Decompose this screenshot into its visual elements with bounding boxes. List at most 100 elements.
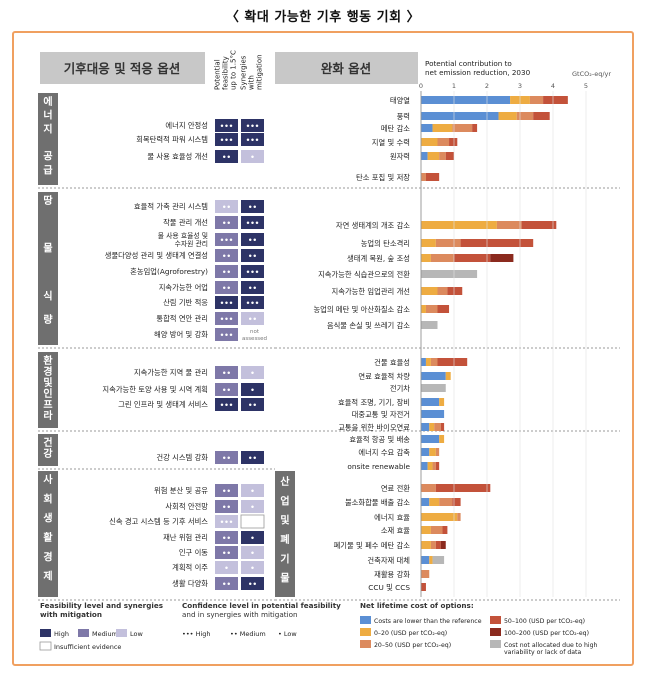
legend-feasibility-swatch bbox=[116, 629, 127, 637]
mitigation-option-label: 지속가능한 식습관으로의 전환 bbox=[318, 270, 410, 279]
mitigation-bar-segment bbox=[437, 287, 448, 295]
confidence-dots: • bbox=[250, 565, 254, 573]
mitigation-option-label: 소재 효율 bbox=[381, 526, 410, 535]
mitigation-bar-segment bbox=[543, 96, 568, 104]
axis-tick-label: 4 bbox=[551, 82, 555, 90]
adaptation-option-label: 지속가능한 토양 사용 및 시역 계획 bbox=[102, 385, 208, 394]
sector-band-left bbox=[38, 192, 58, 345]
adaptation-option-label: 계획적 이주 bbox=[172, 563, 208, 572]
legend-confidence-item: • Low bbox=[278, 630, 297, 638]
adaptation-option-label: 물 사용 효율성 및 bbox=[158, 231, 208, 240]
mitigation-bar-segment bbox=[421, 96, 511, 104]
adaptation-option-label: 혼농임업(Agroforestry) bbox=[130, 267, 208, 276]
mitigation-bar-segment bbox=[498, 112, 517, 120]
mitigation-bar-segment bbox=[425, 358, 431, 366]
legend-insufficient-swatch bbox=[39, 641, 52, 651]
mitigation-bar-segment bbox=[421, 570, 430, 578]
legend-feasibility-title: Feasibility level and synergies bbox=[40, 601, 163, 610]
feasibility-cell bbox=[215, 546, 238, 559]
legend-cost-swatch bbox=[490, 640, 501, 648]
mitigation-bar-segment bbox=[421, 384, 446, 392]
confidence-dots: ••• bbox=[220, 137, 233, 145]
right-header: 완화 옵션 bbox=[321, 61, 371, 76]
legend-confidence-title: Confidence level in potential feasibilit… bbox=[182, 601, 341, 610]
synergy-cell bbox=[241, 531, 264, 544]
mitigation-option-label: 건물 효율성 bbox=[374, 358, 410, 367]
sector-label-char: 물 bbox=[280, 573, 289, 585]
mitigation-bar-segment bbox=[435, 448, 440, 456]
mitigation-option-label: 지속가능한 임업관리 개선 bbox=[332, 287, 410, 296]
mitigation-bar-segment bbox=[421, 583, 426, 591]
mitigation-bar-segment bbox=[442, 526, 448, 534]
axis-tick-label: 2 bbox=[485, 82, 489, 90]
feasibility-cell bbox=[215, 328, 238, 341]
legend-cost-label: 0–20 (USD per tCO₂-eq) bbox=[374, 630, 447, 637]
confidence-dots: •• bbox=[222, 269, 231, 277]
mitigation-bar-segment bbox=[432, 556, 445, 564]
confidence-dots: •• bbox=[222, 535, 231, 543]
confidence-dots: • bbox=[250, 504, 254, 512]
feasibility-cell bbox=[215, 312, 238, 325]
mitigation-option-label: 효율적 항공 및 배송 bbox=[349, 435, 410, 444]
mitigation-bar-segment bbox=[490, 254, 514, 262]
legend-feasibility-title: with mitigation bbox=[40, 610, 102, 619]
synergy-cell bbox=[241, 296, 264, 309]
mitigation-bar-segment bbox=[435, 462, 440, 470]
mitigation-bar-segment bbox=[435, 239, 461, 247]
confidence-dots: ••• bbox=[220, 519, 233, 527]
mitigation-option-label: 생태계 복원, 숲 조성 bbox=[347, 254, 410, 263]
axis-tick-label: 1 bbox=[452, 82, 456, 90]
sector-label-char: 프 bbox=[43, 399, 52, 411]
sector-label-char: 식 bbox=[43, 289, 52, 302]
adaptation-option-label: 그린 인프라 및 생태계 서비스 bbox=[118, 400, 208, 409]
confidence-dots: •• bbox=[248, 581, 257, 589]
confidence-dots: • bbox=[250, 154, 254, 162]
confidence-dots: •• bbox=[248, 253, 257, 261]
adaptation-option-label: 회복탄력적 파워 시스템 bbox=[136, 135, 208, 144]
sector-label-char: 급 bbox=[43, 164, 52, 176]
mitigation-bar-segment bbox=[421, 513, 458, 521]
synergy-cell bbox=[241, 312, 264, 325]
confidence-dots: •• bbox=[222, 504, 231, 512]
axis-unit: GtCO₂-eq/yr bbox=[572, 70, 611, 78]
sector-label-char: 산 bbox=[280, 475, 290, 488]
feasibility-cell bbox=[215, 531, 238, 544]
adaptation-option-label: 물 사용 효율성 개선 bbox=[147, 152, 208, 161]
mitigation-option-label: 에너지 수요 감축 bbox=[358, 448, 410, 457]
right-header-bg bbox=[275, 52, 418, 84]
column-header-line: Synergies bbox=[240, 55, 248, 90]
synergy-cell bbox=[241, 150, 264, 163]
confidence-dots: •• bbox=[248, 285, 257, 293]
adaptation-option-label: 생물다양성 관리 및 생태계 연결성 bbox=[105, 251, 208, 260]
legend-feasibility-label: Medium bbox=[92, 630, 118, 638]
synergy-cell bbox=[241, 200, 264, 213]
confidence-dots: ••• bbox=[220, 332, 233, 340]
legend-cost-swatch bbox=[490, 616, 501, 624]
synergy-cell bbox=[241, 383, 264, 396]
mitigation-option-label: 교통을 위한 바이오연료 bbox=[338, 423, 410, 432]
feasibility-cell bbox=[215, 484, 238, 497]
confidence-dots: •• bbox=[222, 370, 231, 378]
confidence-dots: •• bbox=[248, 402, 257, 410]
feasibility-cell bbox=[215, 577, 238, 590]
mitigation-bar-segment bbox=[521, 221, 557, 229]
adaptation-option-label: 지속가능한 어업 bbox=[159, 283, 208, 292]
legend-confidence-title: and in synergies with mitigation bbox=[182, 610, 298, 619]
feasibility-cell bbox=[215, 200, 238, 213]
adaptation-option-label: 신속 경고 시스템 등 기후 서비스 bbox=[109, 517, 208, 526]
adaptation-option-label: 통합적 연안 관리 bbox=[156, 314, 208, 323]
mitigation-bar-segment bbox=[421, 410, 445, 418]
mitigation-option-label: 불소화합물 배출 감소 bbox=[345, 498, 410, 507]
mitigation-bar-segment bbox=[439, 152, 446, 160]
sector-label-char: 폐 bbox=[280, 533, 289, 546]
mitigation-bar-segment bbox=[421, 372, 446, 380]
sector-label-char: 경 bbox=[43, 365, 52, 378]
mitigation-bar-segment bbox=[421, 124, 433, 132]
confidence-dots: •• bbox=[222, 488, 231, 496]
adaptation-option-label: 재난 위험 관리 bbox=[163, 533, 208, 542]
mitigation-bar-segment bbox=[440, 541, 446, 549]
legend-cost-label: variability or lack of data bbox=[504, 649, 581, 656]
adaptation-option-label: 수자원 관리 bbox=[175, 239, 208, 248]
mitigation-option-label: 건축자재 대체 bbox=[367, 556, 410, 565]
mitigation-bar-segment bbox=[421, 112, 499, 120]
